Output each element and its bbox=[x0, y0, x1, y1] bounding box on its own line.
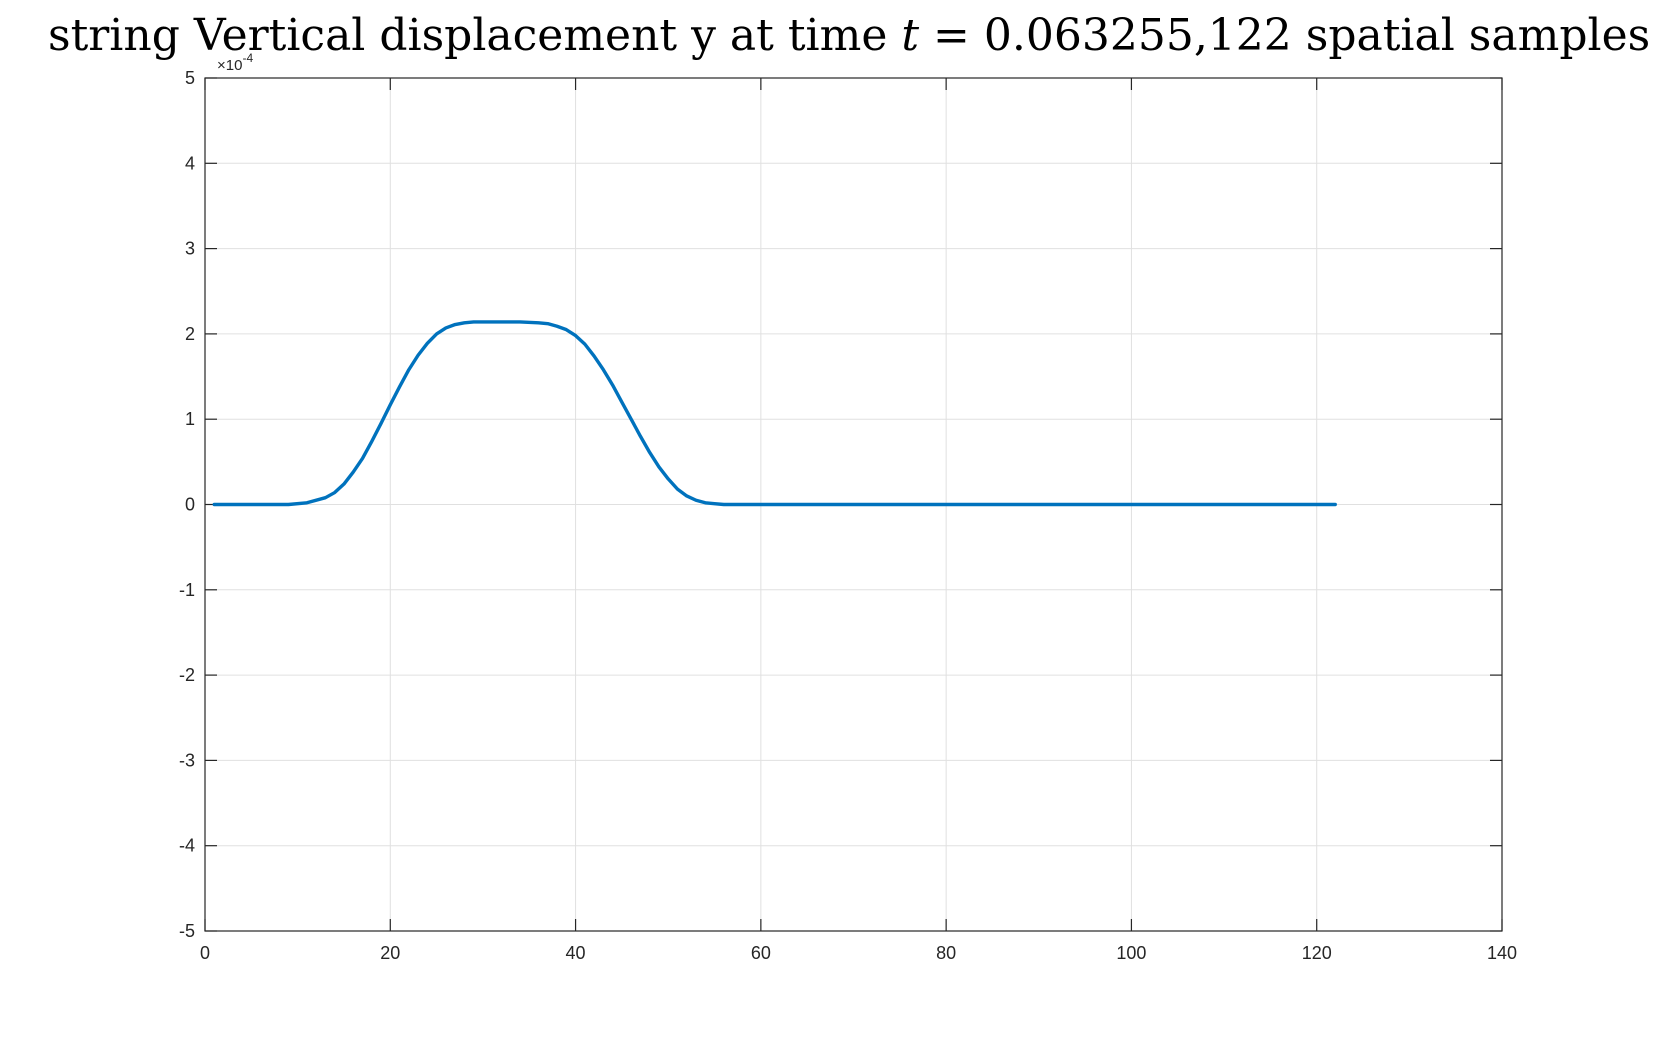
data-point bbox=[676, 488, 679, 490]
data-point bbox=[417, 354, 419, 356]
data-point bbox=[445, 327, 447, 329]
data-point bbox=[704, 502, 706, 504]
data-point bbox=[760, 503, 762, 506]
data-point bbox=[649, 451, 651, 454]
y-tick-label: -5 bbox=[179, 921, 195, 941]
data-point bbox=[1334, 503, 1336, 506]
data-point bbox=[667, 478, 669, 480]
y-tick-label: 0 bbox=[185, 495, 195, 515]
y-tick-labels: -5 -4 -3 -2 -1 0 1 2 3 4 5 bbox=[179, 68, 195, 941]
data-point bbox=[621, 401, 623, 403]
data-point bbox=[723, 503, 725, 506]
data-point bbox=[463, 322, 465, 324]
x-tick-label: 140 bbox=[1487, 943, 1517, 963]
data-point bbox=[556, 325, 558, 327]
data-point bbox=[741, 503, 743, 506]
data-point bbox=[1130, 503, 1133, 506]
data-point bbox=[593, 355, 595, 357]
x-tick-labels: 0 20 40 60 80 100 120 140 bbox=[200, 943, 1517, 963]
data-point bbox=[945, 503, 947, 506]
y-tick-label: -1 bbox=[179, 580, 195, 600]
data-point bbox=[658, 466, 660, 468]
y-tick-label: 3 bbox=[185, 239, 195, 259]
y-tick-label: 1 bbox=[185, 409, 195, 429]
y-tick-label: 5 bbox=[185, 68, 195, 88]
data-point bbox=[361, 457, 364, 460]
data-point bbox=[574, 335, 577, 337]
data-point bbox=[482, 321, 484, 323]
data-point bbox=[519, 321, 521, 323]
chart-title: string Vertical displacement y at time t… bbox=[48, 10, 1650, 61]
data-point bbox=[352, 471, 354, 473]
x-tick-label: 40 bbox=[566, 943, 586, 963]
series-line-displacement bbox=[212, 320, 1337, 507]
x-tick-label: 60 bbox=[751, 943, 771, 963]
data-point bbox=[334, 491, 336, 494]
data-point bbox=[602, 369, 604, 371]
x-tick-label: 100 bbox=[1116, 943, 1146, 963]
data-point bbox=[250, 503, 252, 506]
data-point bbox=[398, 386, 401, 388]
data-point bbox=[500, 321, 503, 323]
data-point bbox=[473, 321, 475, 323]
data-point bbox=[426, 342, 428, 344]
data-point bbox=[713, 503, 716, 505]
data-point bbox=[630, 418, 632, 420]
data-point bbox=[565, 329, 567, 331]
x-tick-label: 0 bbox=[200, 943, 210, 963]
data-point bbox=[213, 503, 215, 506]
data-point bbox=[454, 323, 456, 326]
data-point bbox=[380, 422, 382, 425]
y-tick-label: -2 bbox=[179, 665, 195, 685]
y-tick-label: 2 bbox=[185, 324, 195, 344]
y-tick-label: 4 bbox=[185, 153, 195, 173]
data-point bbox=[695, 499, 697, 501]
data-points bbox=[213, 321, 1336, 506]
y-tick-label: -4 bbox=[179, 836, 195, 856]
x-tick-label: 120 bbox=[1302, 943, 1332, 963]
data-point bbox=[436, 333, 438, 335]
data-point bbox=[343, 483, 345, 485]
data-point bbox=[324, 497, 327, 499]
data-point bbox=[287, 503, 289, 506]
data-point bbox=[547, 323, 549, 325]
data-point bbox=[612, 384, 614, 386]
data-point bbox=[306, 502, 308, 504]
ticks bbox=[204, 77, 1503, 932]
y-tick-label: -3 bbox=[179, 750, 195, 770]
data-point bbox=[389, 404, 391, 406]
data-point bbox=[371, 440, 373, 442]
data-point bbox=[408, 369, 410, 371]
data-point bbox=[686, 495, 688, 497]
x-tick-label: 80 bbox=[936, 943, 956, 963]
data-point bbox=[639, 435, 642, 437]
data-point bbox=[537, 322, 540, 324]
y-exponent-label: ×10-4 bbox=[217, 51, 253, 74]
x-tick-label: 20 bbox=[380, 943, 400, 963]
data-point bbox=[584, 343, 586, 345]
